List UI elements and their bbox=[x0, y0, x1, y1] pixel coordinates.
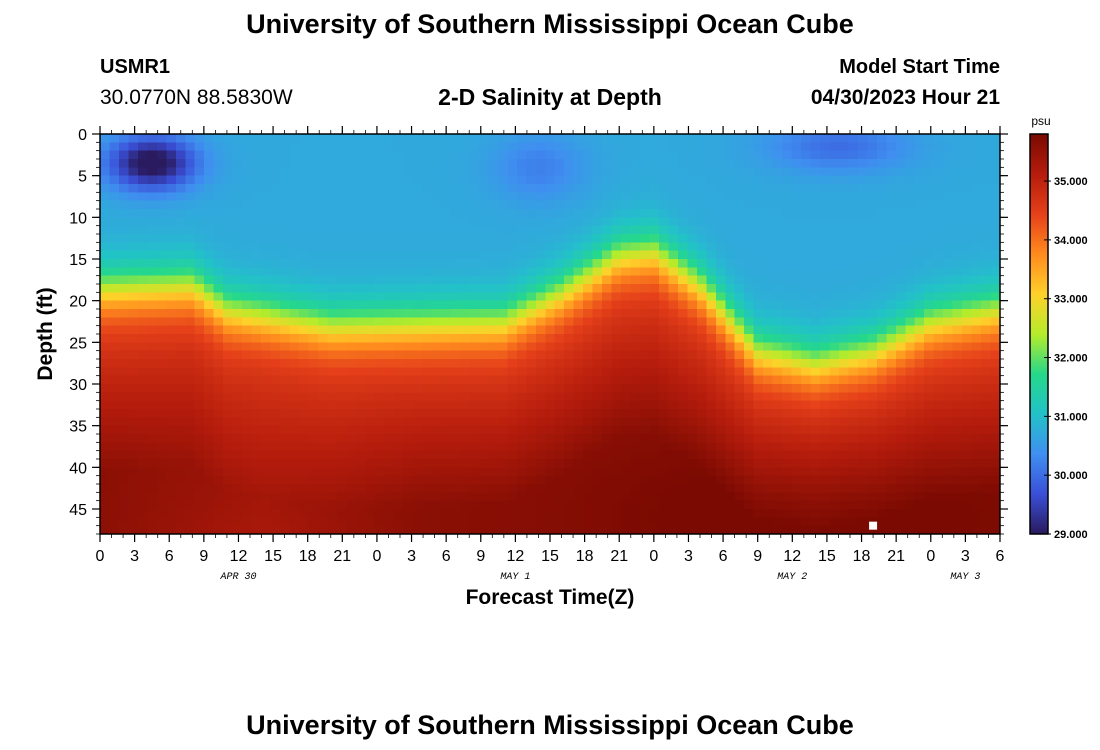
x-tick-label: 3 bbox=[961, 548, 970, 565]
y-tick-label: 40 bbox=[69, 460, 87, 477]
y-tick-label: 30 bbox=[69, 377, 87, 394]
x-tick-label: 0 bbox=[649, 548, 658, 565]
y-tick-label: 0 bbox=[78, 127, 87, 144]
x-tick-label: 6 bbox=[442, 548, 451, 565]
x-tick-label: 9 bbox=[753, 548, 762, 565]
x-tick-label: 6 bbox=[996, 548, 1005, 565]
station-id: USMR1 bbox=[100, 56, 171, 78]
x-axis: 0 3 6 9 12 15 18 21 0 3 6 9 12 15 18 21 0 3 6 9 12 15 18 21 0 3 6 A… bbox=[96, 126, 1005, 583]
x-tick-label: 18 bbox=[576, 548, 594, 565]
date-label: MAY 3 bbox=[950, 572, 980, 583]
salinity-heatmap bbox=[100, 134, 1000, 534]
colorbar-tick-label: 32.000 bbox=[1054, 353, 1088, 365]
x-tick-label: 15 bbox=[264, 548, 282, 565]
colorbar-tick-label: 35.000 bbox=[1054, 176, 1088, 188]
colorbar-tick-label: 34.000 bbox=[1054, 235, 1088, 247]
x-tick-label: 21 bbox=[333, 548, 351, 565]
x-tick-label: 0 bbox=[926, 548, 935, 565]
plot-title: 2-D Salinity at Depth bbox=[438, 84, 662, 110]
colorbar-tick-label: 33.000 bbox=[1054, 294, 1088, 306]
x-tick-label: 3 bbox=[684, 548, 693, 565]
x-tick-label: 12 bbox=[783, 548, 801, 565]
y-tick-label: 20 bbox=[69, 294, 87, 311]
x-tick-label: 15 bbox=[541, 548, 559, 565]
model-start-value: 04/30/2023 Hour 21 bbox=[810, 86, 1000, 109]
x-tick-label: 12 bbox=[230, 548, 248, 565]
x-tick-label: 18 bbox=[299, 548, 317, 565]
y-axis-label: Depth (ft) bbox=[34, 287, 57, 380]
colorbar-tick-label: 31.000 bbox=[1054, 411, 1088, 423]
x-tick-label: 3 bbox=[407, 548, 416, 565]
date-label: APR 30 bbox=[219, 572, 256, 583]
y-tick-label: 15 bbox=[69, 252, 87, 269]
colorbar-unit: psu bbox=[1031, 114, 1050, 128]
x-tick-label: 0 bbox=[96, 548, 105, 565]
date-label: MAY 2 bbox=[777, 572, 807, 583]
x-tick-label: 9 bbox=[199, 548, 208, 565]
y-tick-label: 35 bbox=[69, 419, 87, 436]
y-axis: 0 5 10 15 20 25 30 35 40 45 bbox=[69, 127, 1008, 535]
y-tick-label: 10 bbox=[69, 210, 87, 227]
x-axis-label: Forecast Time(Z) bbox=[466, 586, 635, 609]
y-tick-label: 5 bbox=[78, 169, 87, 186]
data-marker bbox=[869, 521, 878, 530]
date-label: MAY 1 bbox=[500, 572, 530, 583]
page-title: University of Southern Mississippi Ocean… bbox=[246, 9, 854, 39]
colorbar-tick-label: 29.000 bbox=[1054, 529, 1088, 541]
footer-title: University of Southern Mississippi Ocean… bbox=[246, 710, 854, 740]
y-tick-label: 45 bbox=[69, 502, 87, 519]
colorbar-tick-label: 30.000 bbox=[1054, 470, 1088, 482]
x-tick-label: 9 bbox=[476, 548, 485, 565]
x-tick-label: 12 bbox=[506, 548, 524, 565]
colorbar-scale bbox=[1029, 133, 1049, 535]
x-tick-label: 21 bbox=[610, 548, 628, 565]
x-tick-label: 21 bbox=[887, 548, 905, 565]
colorbar: psu 29.000 30.000 31.000 32.000 33.000 34.000… bbox=[1029, 114, 1088, 541]
x-tick-label: 15 bbox=[818, 548, 836, 565]
y-tick-label: 25 bbox=[69, 335, 87, 352]
x-tick-label: 18 bbox=[853, 548, 871, 565]
x-tick-label: 3 bbox=[130, 548, 139, 565]
x-tick-label: 0 bbox=[372, 548, 381, 565]
model-start-label: Model Start Time bbox=[839, 56, 1000, 78]
x-tick-label: 6 bbox=[165, 548, 174, 565]
x-tick-label: 6 bbox=[719, 548, 728, 565]
station-coords: 30.0770N 88.5830W bbox=[100, 86, 293, 109]
